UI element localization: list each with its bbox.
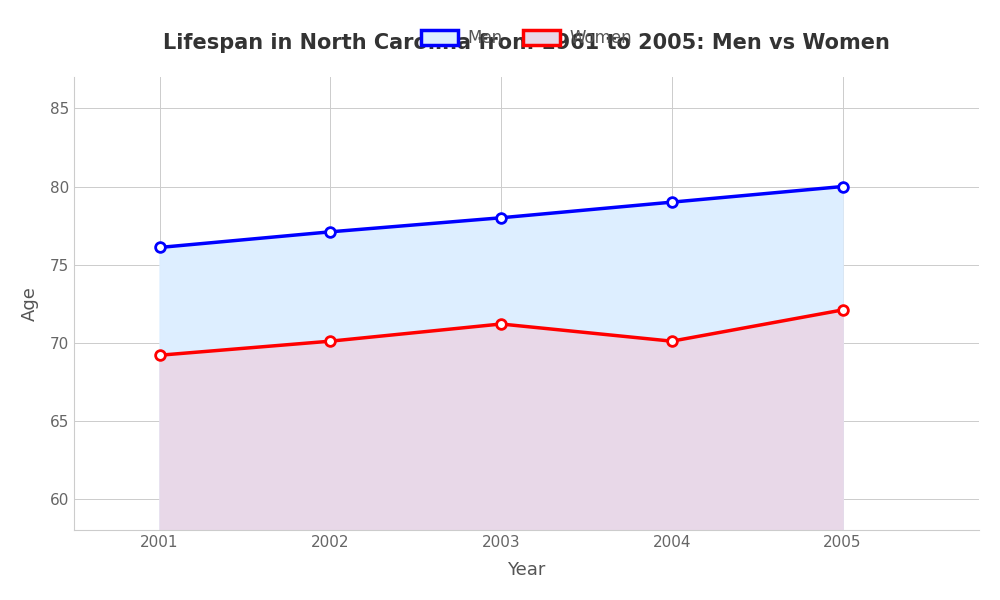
Title: Lifespan in North Carolina from 1961 to 2005: Men vs Women: Lifespan in North Carolina from 1961 to … (163, 34, 890, 53)
Legend: Men, Women: Men, Women (414, 22, 639, 53)
Y-axis label: Age: Age (21, 286, 39, 321)
X-axis label: Year: Year (507, 561, 546, 579)
